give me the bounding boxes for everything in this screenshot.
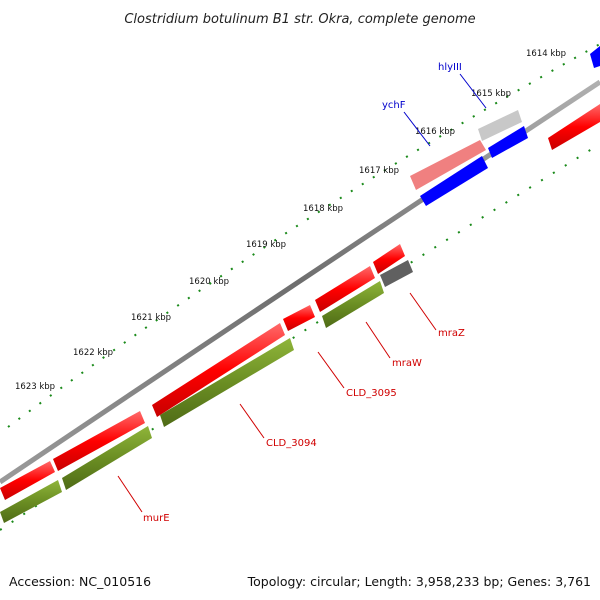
cds-feature-light xyxy=(410,140,486,190)
gene-label-CLD_3094: CLD_3094 xyxy=(266,438,317,449)
map-title: Clostridium botulinum B1 str. Okra, comp… xyxy=(124,12,475,27)
gene-feature-green xyxy=(0,480,62,523)
gene-feature-green xyxy=(322,281,384,328)
tick-label: 1623 kbp xyxy=(15,382,55,392)
tick-label: 1616 kbp xyxy=(415,127,455,137)
gene-label-mraW: mraW xyxy=(392,358,422,369)
gene-label-CLD_3095: CLD_3095 xyxy=(346,388,397,399)
accession-text: Accession: NC_010516 xyxy=(9,574,151,589)
tick-label: 1618 kbp xyxy=(303,204,343,214)
tick-label: 1615 kbp xyxy=(471,89,511,99)
cds-feature xyxy=(548,104,600,150)
tick-label: 1614 kbp xyxy=(526,49,566,59)
tick-label: 1621 kbp xyxy=(131,313,171,323)
gene-label-ychF: ychF xyxy=(382,100,406,111)
tick-label: 1622 kbp xyxy=(73,348,113,358)
reverse-strand-features xyxy=(0,126,528,523)
gene-feature-blue xyxy=(420,156,488,206)
gene-label-murE: murE xyxy=(143,513,170,524)
gene-label-mraZ: mraZ xyxy=(438,328,465,339)
gene-labels: murE CLD_3094 CLD_3095 mraW mraZ ychF hl… xyxy=(143,62,465,524)
gene-feature-blue xyxy=(488,126,528,158)
cds-feature xyxy=(0,461,55,500)
gene-feature-dark xyxy=(380,260,413,287)
tick-label: 1617 kbp xyxy=(359,166,399,176)
cds-feature xyxy=(315,266,375,312)
forward-strand-features xyxy=(0,46,600,500)
tick-label: 1619 kbp xyxy=(246,240,286,250)
tick-label: 1620 kbp xyxy=(189,277,229,287)
outer-tick-ring xyxy=(7,43,600,428)
gene-feature-blue xyxy=(590,46,600,68)
label-leaders xyxy=(117,73,487,513)
gene-feature-green xyxy=(62,426,152,490)
cds-feature xyxy=(53,411,145,471)
tick-labels: 1614 kbp 1615 kbp 1616 kbp 1617 kbp 1618… xyxy=(15,49,566,392)
cds-feature xyxy=(283,305,315,331)
gene-label-hlyIII: hlyIII xyxy=(438,62,462,73)
cds-feature xyxy=(373,244,405,274)
gene-feature-gray xyxy=(478,110,522,141)
cds-feature xyxy=(152,323,285,417)
genome-summary-text: Topology: circular; Length: 3,958,233 bp… xyxy=(247,574,591,589)
gene-feature-green xyxy=(160,338,294,427)
